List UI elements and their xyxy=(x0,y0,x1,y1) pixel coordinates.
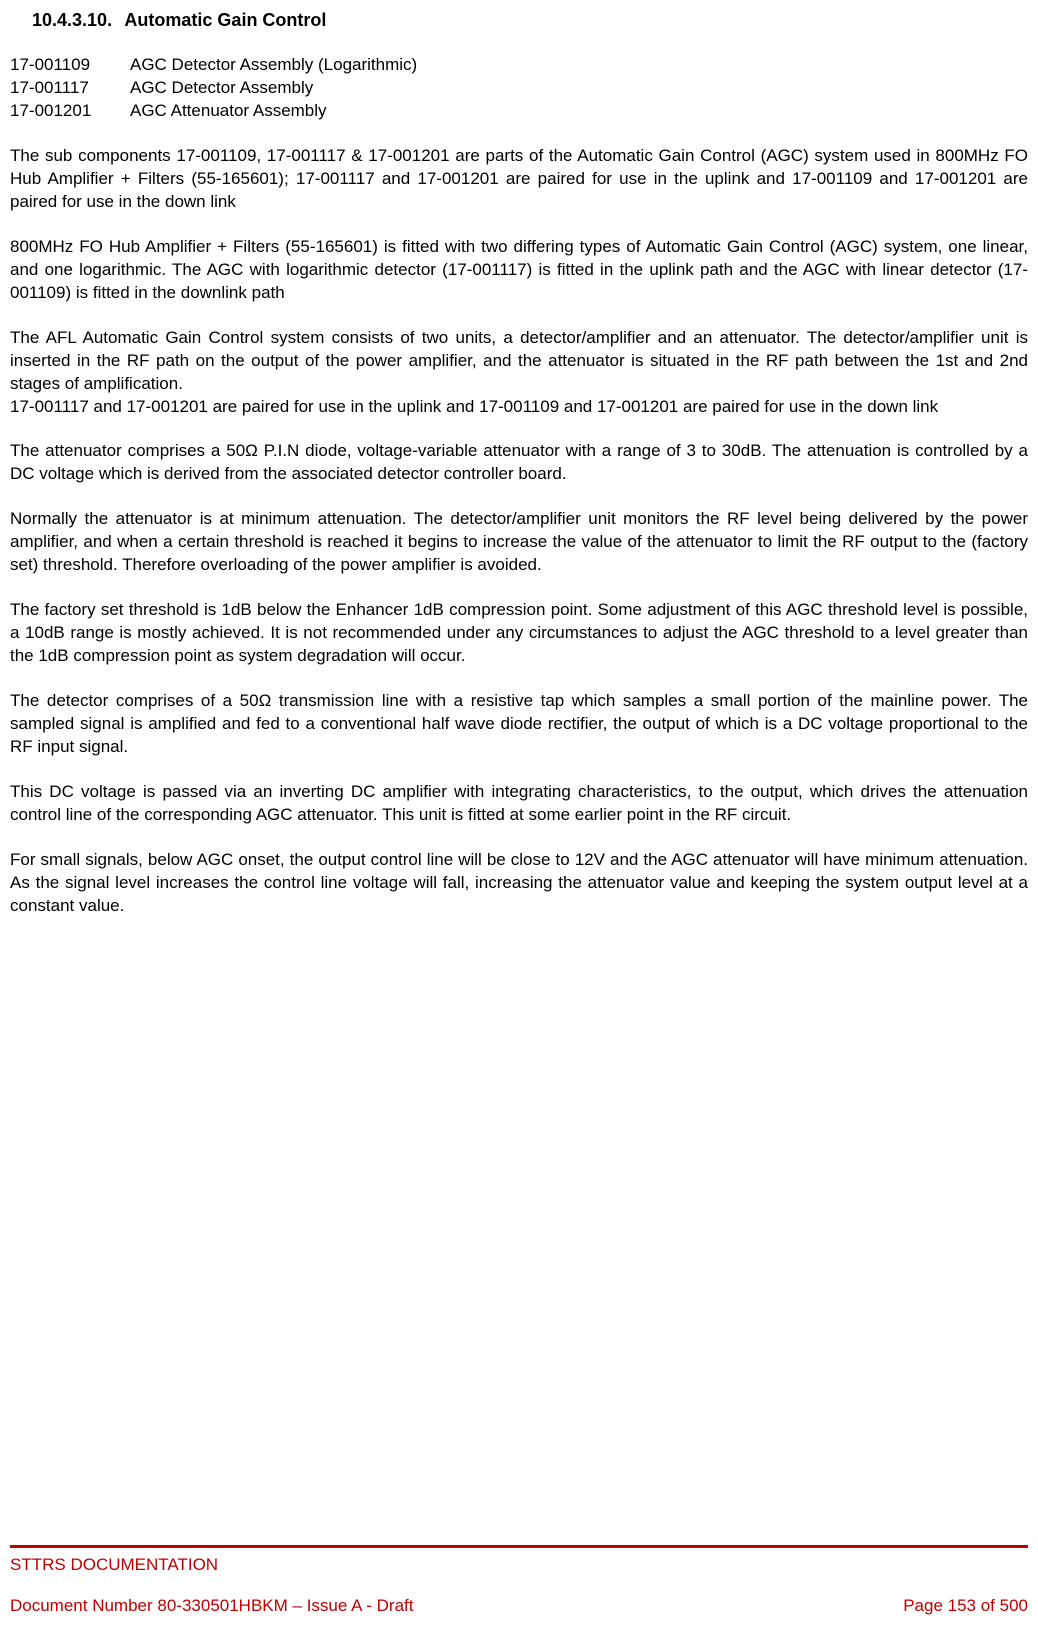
part-row: 17-001117 AGC Detector Assembly xyxy=(10,77,1028,100)
body-paragraph: 17-001117 and 17-001201 are paired for u… xyxy=(10,396,1028,419)
body-paragraph: The sub components 17-001109, 17-001117 … xyxy=(10,145,1028,214)
section-title: Automatic Gain Control xyxy=(124,10,326,30)
body-paragraph: The attenuator comprises a 50Ω P.I.N dio… xyxy=(10,440,1028,486)
section-heading: 10.4.3.10. Automatic Gain Control xyxy=(32,8,1028,32)
body-paragraph: The factory set threshold is 1dB below t… xyxy=(10,599,1028,668)
part-number: 17-001201 xyxy=(10,100,130,123)
footer-page-number: Page 153 of 500 xyxy=(903,1595,1028,1618)
body-paragraph: For small signals, below AGC onset, the … xyxy=(10,849,1028,918)
footer-divider xyxy=(10,1545,1028,1548)
part-description: AGC Attenuator Assembly xyxy=(130,100,1028,123)
body-paragraph: The detector comprises of a 50Ω transmis… xyxy=(10,690,1028,759)
part-number: 17-001109 xyxy=(10,54,130,77)
footer-bottom-row: Document Number 80-330501HBKM – Issue A … xyxy=(10,1595,1028,1618)
part-row: 17-001201 AGC Attenuator Assembly xyxy=(10,100,1028,123)
parts-list: 17-001109 AGC Detector Assembly (Logarit… xyxy=(10,54,1028,123)
part-description: AGC Detector Assembly xyxy=(130,77,1028,100)
part-description: AGC Detector Assembly (Logarithmic) xyxy=(130,54,1028,77)
body-paragraph: The AFL Automatic Gain Control system co… xyxy=(10,327,1028,396)
part-row: 17-001109 AGC Detector Assembly (Logarit… xyxy=(10,54,1028,77)
part-number: 17-001117 xyxy=(10,77,130,100)
body-paragraph: 800MHz FO Hub Amplifier + Filters (55-16… xyxy=(10,236,1028,305)
body-paragraph: Normally the attenuator is at minimum at… xyxy=(10,508,1028,577)
body-paragraph: This DC voltage is passed via an inverti… xyxy=(10,781,1028,827)
footer-org: STTRS DOCUMENTATION xyxy=(10,1554,1028,1577)
section-number: 10.4.3.10. xyxy=(32,8,112,32)
page-footer: STTRS DOCUMENTATION Document Number 80-3… xyxy=(10,1545,1028,1618)
footer-document-number: Document Number 80-330501HBKM – Issue A … xyxy=(10,1595,413,1618)
